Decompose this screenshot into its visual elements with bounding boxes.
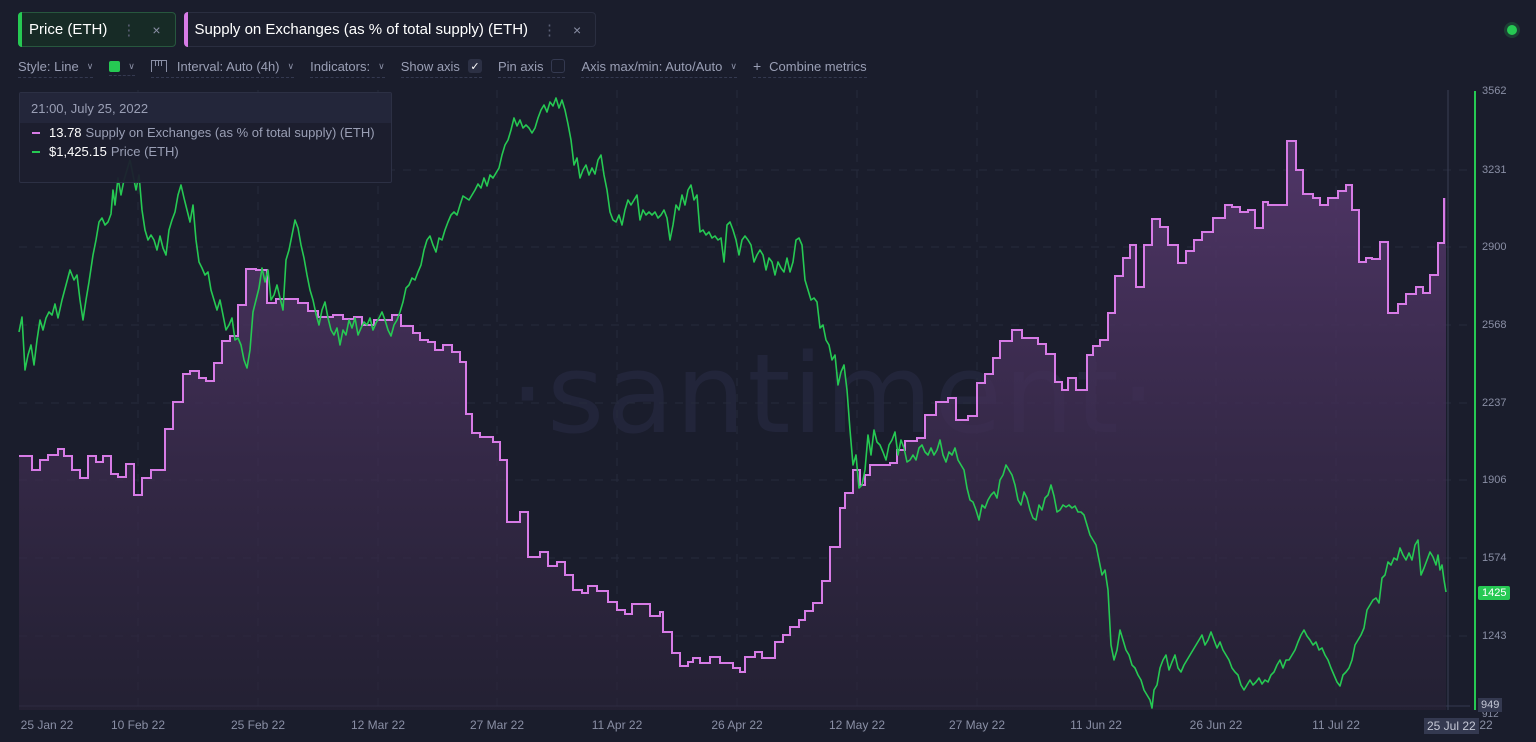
metric-color-bar [18,12,22,47]
combine-metrics-label: Combine metrics [769,58,867,74]
x-tick: 27 Mar 22 [469,718,525,732]
combine-metrics-button[interactable]: + Combine metrics [752,58,867,78]
supply-line [19,140,1445,673]
x-tick: 26 Jun 22 [1189,718,1243,732]
x-tick: 11 Jul 22 [1312,718,1360,732]
indicators-dropdown[interactable]: Indicators: ∨ [310,59,385,78]
supply-legend-marker-icon [32,131,40,134]
pin-axis-checkbox[interactable] [551,59,566,73]
metric-tabs: Price (ETH) ⋮ × Supply on Exchanges (as … [18,12,597,47]
chart-tooltip: 21:00, July 25, 2022 13.78 Supply on Exc… [19,92,392,183]
x-tick: 27 May 22 [948,718,1006,732]
metric-tab-supply[interactable]: Supply on Exchanges (as % of total suppl… [183,12,597,47]
x-tick: 11 Apr 22 [591,718,643,732]
y-tick: 3562 [1482,85,1507,97]
plus-icon: + [752,58,762,74]
ruler-icon [150,60,167,72]
pin-axis-label: Pin axis [497,58,544,74]
supply-area [19,141,1446,710]
x-tick: 22 [1479,718,1493,732]
y-tick: 2237 [1482,397,1507,409]
chevron-down-icon: ∨ [287,60,295,71]
y-tick: 1243 [1482,630,1507,642]
x-tick: 11 Jun 22 [1070,718,1122,732]
more-options-icon[interactable]: ⋮ [121,21,137,39]
color-swatch [109,60,121,72]
axis-minmax-dropdown[interactable]: Axis max/min: Auto/Auto ∨ [581,59,737,78]
y-tick: 2900 [1482,241,1507,253]
tooltip-metric-name: Supply on Exchanges (as % of total suppl… [85,125,375,140]
tooltip-value: 13.78 [49,125,82,140]
live-status-dot-icon [1507,25,1517,35]
pin-axis-toggle[interactable]: Pin axis [497,58,566,78]
chevron-down-icon: ∨ [86,60,94,71]
x-tick: 25 Jan 22 [20,718,74,732]
current-date-badge: 25 Jul 22 [1424,718,1479,734]
y-min-badge: 949 [1478,698,1503,712]
x-tick: 12 Mar 22 [350,718,406,732]
tooltip-metric-name: Price (ETH) [110,144,179,159]
y-tick: 1906 [1482,474,1507,486]
y-tick: 1574 [1482,552,1507,564]
metric-label: Supply on Exchanges (as % of total suppl… [194,21,529,38]
x-tick: 12 May 22 [828,718,886,732]
tooltip-row-supply: 13.78 Supply on Exchanges (as % of total… [20,123,391,142]
interval-dropdown[interactable]: Interval: Auto (4h) ∨ [150,58,295,78]
show-axis-label: Show axis [400,58,460,74]
metric-label: Price (ETH) [29,21,108,38]
y-tick: 3231 [1482,164,1507,176]
interval-label: Interval: Auto (4h) [176,58,280,74]
price-line [18,97,1447,709]
indicators-label: Indicators: [310,58,371,74]
x-tick: 10 Feb 22 [110,718,166,732]
tooltip-row-price: $1,425.15 Price (ETH) [20,142,391,161]
chevron-down-icon: ∨ [730,60,737,71]
metric-tab-price[interactable]: Price (ETH) ⋮ × [18,12,176,47]
chevron-down-icon: ∨ [378,60,385,71]
chart-toolbar: Style: Line ∨ ∨ Interval: Auto (4h) ∨ In… [18,58,883,78]
x-tick: 26 Apr 22 [711,718,763,732]
current-price-badge: 1425 [1478,586,1511,600]
axis-minmax-label: Axis max/min: Auto/Auto [581,58,723,74]
x-tick: 25 Feb 22 [230,718,286,732]
tooltip-value: $1,425.15 [49,144,107,159]
show-axis-checkbox[interactable]: ✓ [467,59,482,73]
style-dropdown[interactable]: Style: Line ∨ [18,58,94,78]
style-label: Style: Line [18,58,79,74]
y-tick: 912 [1482,709,1499,720]
chevron-down-icon: ∨ [128,60,135,71]
close-icon[interactable]: × [573,21,582,38]
price-legend-marker-icon [32,150,40,153]
y-tick: 2568 [1482,319,1507,331]
show-axis-toggle[interactable]: Show axis ✓ [400,58,482,78]
close-icon[interactable]: × [152,21,161,38]
tooltip-datetime: 21:00, July 25, 2022 [20,93,391,123]
metric-color-bar [183,12,188,47]
more-options-icon[interactable]: ⋮ [542,21,558,39]
color-picker[interactable]: ∨ [109,60,135,76]
